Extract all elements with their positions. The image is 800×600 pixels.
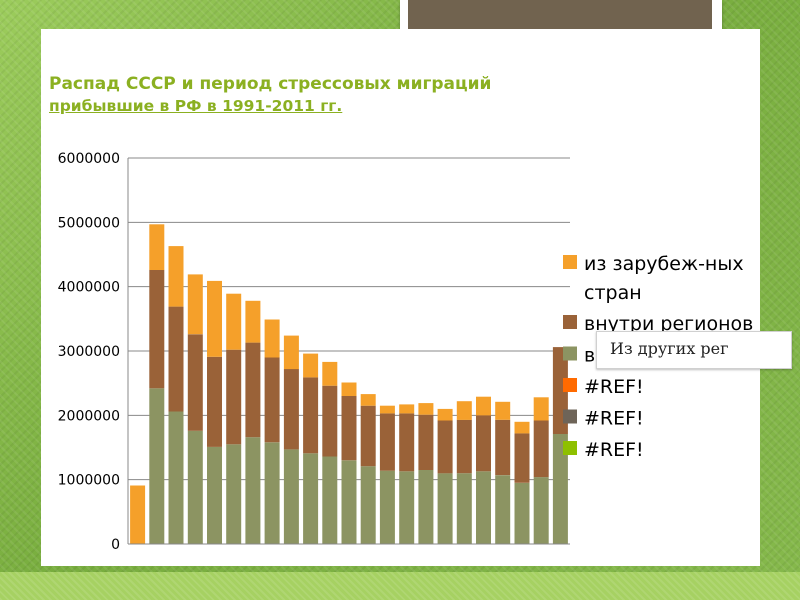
- bar-segment: [168, 246, 184, 307]
- bar-segment: [341, 396, 357, 461]
- legend-label: внутри регионов: [584, 313, 753, 335]
- bar-segment: [264, 319, 280, 358]
- bar-segment: [418, 470, 434, 544]
- legend-label: стран: [584, 282, 642, 304]
- bar-segment: [187, 334, 203, 431]
- bar-segment: [399, 471, 415, 544]
- bar-segment: [514, 433, 530, 483]
- bar-segment: [360, 394, 376, 406]
- bar-segment: [322, 385, 338, 457]
- bar-segment: [418, 414, 434, 470]
- y-tick-label: 1000000: [58, 473, 120, 489]
- tooltip-text: Из других рег: [610, 339, 729, 358]
- bar-segment: [303, 377, 319, 454]
- bar-segment: [476, 396, 491, 416]
- bar-segment: [322, 361, 338, 386]
- bar-segment: [149, 269, 165, 389]
- bar-segment: [226, 444, 242, 544]
- bar-segment: [303, 353, 319, 378]
- bar-segment: [476, 471, 491, 544]
- y-axis-ticks: 0 1000000 2000000 3000000 4000000 5000000 6000…: [58, 151, 120, 553]
- bar-segment: [379, 413, 395, 471]
- bar-segment: [245, 437, 261, 544]
- legend-swatch: [563, 255, 577, 269]
- y-tick-label: 5000000: [58, 215, 120, 231]
- bar-segment: [360, 405, 376, 467]
- bar-segment: [322, 456, 338, 544]
- legend-swatch: [563, 441, 577, 455]
- y-tick-label: 6000000: [58, 151, 120, 167]
- bar-segment: [168, 306, 184, 412]
- bar-segment: [533, 397, 549, 421]
- slide-title: Распад СССР и период стрессовых миграций: [49, 74, 492, 94]
- bar-segment: [283, 335, 299, 370]
- bar-segment: [456, 473, 472, 544]
- bar-segment: [207, 446, 222, 544]
- legend-label: из зарубеж-ных: [584, 253, 744, 275]
- bar-segment: [264, 442, 280, 544]
- bar-segment: [495, 401, 511, 420]
- legend-swatch: [563, 378, 577, 392]
- bar-segment: [303, 453, 319, 544]
- bar-segment: [207, 356, 222, 447]
- bar-segment: [226, 293, 242, 350]
- bars: [130, 224, 568, 544]
- legend-swatch: [563, 346, 577, 361]
- bar-segment: [187, 274, 203, 335]
- y-tick-label: 0: [111, 537, 120, 553]
- legend-swatch: [563, 409, 577, 424]
- bar-segment: [533, 420, 549, 478]
- bar-segment: [283, 449, 299, 544]
- bar-segment: [456, 419, 472, 474]
- bar-segment: [437, 473, 453, 544]
- bar-segment: [283, 369, 299, 450]
- bar-segment: [130, 485, 146, 544]
- legend-label: #REF!: [584, 408, 644, 430]
- bar-segment: [514, 421, 530, 434]
- bar-segment: [341, 460, 357, 544]
- bar-segment: [341, 382, 357, 396]
- bar-segment: [437, 420, 453, 474]
- axes: [127, 158, 570, 545]
- bar-segment: [149, 224, 165, 270]
- bar-segment: [360, 466, 376, 544]
- bar-segment: [437, 408, 453, 421]
- bar-segment: [379, 470, 395, 544]
- bottom-decor-strip: [0, 572, 800, 600]
- legend-label: #REF!: [584, 376, 644, 398]
- bar-segment: [207, 280, 222, 357]
- bar-segment: [168, 411, 184, 544]
- bar-segment: [226, 349, 242, 445]
- y-tick-label: 3000000: [58, 344, 120, 360]
- slide-subtitle: прибывшие в РФ в 1991-2011 гг.: [49, 97, 343, 115]
- bar-segment: [245, 300, 261, 343]
- bar-segment: [514, 482, 530, 544]
- bar-segment: [418, 403, 434, 415]
- bar-segment: [495, 475, 511, 544]
- bar-segment: [187, 430, 203, 544]
- y-tick-label: 4000000: [58, 280, 120, 296]
- tooltip-popup: Из других рег: [596, 331, 792, 369]
- bar-segment: [379, 405, 395, 414]
- bar-segment: [399, 404, 415, 414]
- bar-segment: [476, 415, 491, 472]
- bar-segment: [264, 357, 280, 443]
- legend-swatch: [563, 315, 577, 329]
- bar-segment: [495, 419, 511, 476]
- legend-label: #REF!: [584, 439, 644, 461]
- bar-segment: [533, 477, 549, 544]
- bar-segment: [399, 413, 415, 472]
- bar-segment: [456, 401, 472, 420]
- bar-segment: [149, 388, 165, 544]
- bar-segment: [245, 342, 261, 438]
- y-tick-label: 2000000: [58, 408, 120, 424]
- bar-segment: [552, 434, 568, 544]
